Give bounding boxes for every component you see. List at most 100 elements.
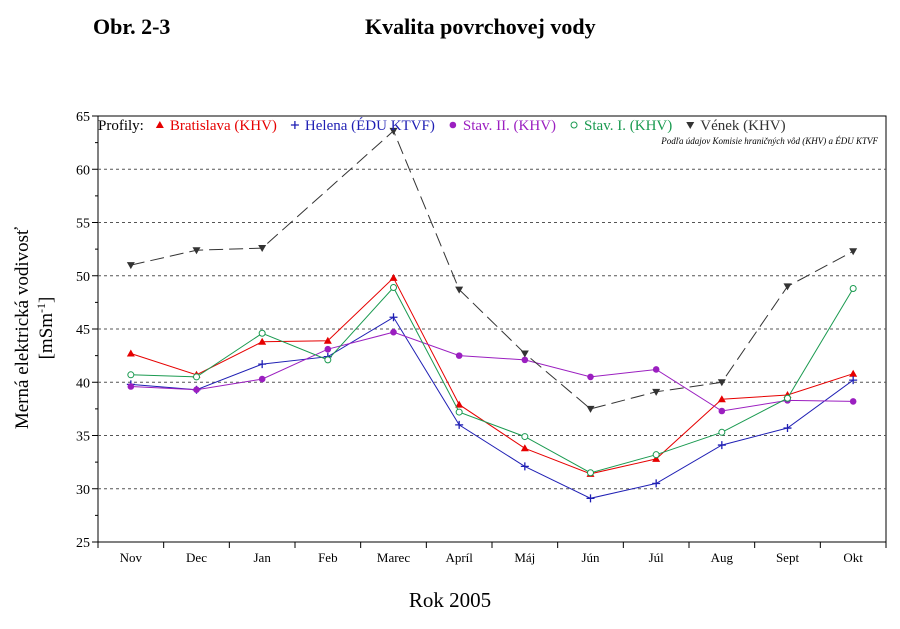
- series-5: [126, 127, 858, 413]
- y-tick-label: 45: [76, 323, 90, 338]
- x-tick-label: Marec: [377, 550, 410, 565]
- data-point: [717, 441, 726, 450]
- data-point: [126, 262, 135, 270]
- data-point: [455, 352, 463, 359]
- series-line: [130, 331, 854, 412]
- legend-label: Vének (KHV): [700, 118, 785, 134]
- data-point: [126, 349, 135, 357]
- data-point: [784, 394, 791, 402]
- data-point: [193, 386, 200, 394]
- data-point: [849, 398, 857, 405]
- legend-marker: [686, 122, 695, 129]
- data-point: [718, 407, 726, 415]
- data-point: [586, 405, 595, 413]
- x-tick-label: Apríl: [445, 550, 473, 565]
- y-axis-unit-exponent: -1: [34, 303, 48, 313]
- y-tick-label: 50: [76, 270, 90, 285]
- data-point: [849, 369, 858, 377]
- y-axis-unit: [mSm: [36, 313, 57, 360]
- data-point: [783, 283, 792, 291]
- legend-item: Bratislava (KHV): [155, 118, 277, 134]
- data-point: [718, 428, 726, 436]
- legend-label: Stav. II. (KHV): [463, 118, 556, 134]
- x-tick-label: Feb: [318, 550, 338, 565]
- data-point: [520, 462, 529, 471]
- data-point: [455, 286, 464, 294]
- data-point: [193, 373, 200, 381]
- x-tick-label: Sept: [776, 550, 800, 565]
- x-tick-label: Okt: [843, 550, 863, 565]
- x-tick-label: Dec: [186, 550, 207, 565]
- data-point: [455, 420, 464, 429]
- legend-marker: [155, 121, 164, 128]
- y-tick-label: 35: [76, 430, 90, 445]
- data-point: [717, 395, 726, 403]
- y-axis-unit-close: ]: [36, 297, 57, 303]
- data-point: [258, 360, 267, 369]
- plot-frame: [97, 115, 887, 543]
- x-tick-label: Jún: [581, 550, 600, 565]
- data-point: [389, 313, 398, 322]
- y-axis-label-line2: [mSm-1]: [34, 297, 57, 360]
- data-point: [324, 345, 332, 353]
- data-point: [587, 373, 594, 381]
- data-point: [717, 379, 726, 387]
- y-axis-label-line1: Merná elektrická vodivosť: [12, 227, 33, 429]
- data-point: [258, 375, 266, 383]
- data-point: [258, 329, 266, 337]
- data-point: [849, 376, 858, 385]
- data-point: [390, 328, 397, 336]
- source-note: Podľa údajov Komisie hraničných vôd (KHV…: [660, 136, 878, 146]
- x-tick-label: Jan: [253, 550, 271, 565]
- series-line: [130, 130, 854, 410]
- gridlines: [98, 168, 886, 490]
- legend-label: Bratislava (KHV): [170, 118, 277, 134]
- y-tick-label: 60: [76, 163, 90, 178]
- figure-label: Obr. 2-3: [93, 14, 171, 39]
- series-line: [130, 316, 854, 499]
- data-point: [324, 356, 332, 364]
- y-tick-label: 40: [76, 376, 90, 391]
- x-tick-label: Júl: [649, 550, 665, 565]
- data-point: [652, 454, 661, 462]
- series-2: [126, 313, 858, 503]
- series-4: [127, 283, 857, 477]
- data-point: [258, 245, 267, 253]
- data-point: [521, 356, 529, 364]
- legend-item: Helena (ÉDU KTVF): [290, 117, 435, 134]
- data-point: [127, 371, 135, 379]
- legend-marker: [449, 121, 457, 129]
- data-point: [520, 444, 529, 452]
- x-tick-label: Máj: [514, 550, 535, 565]
- series-3: [127, 328, 857, 415]
- y-axis-title: Merná elektrická vodivosť [mSm-1]: [12, 227, 57, 429]
- data-point: [783, 424, 792, 433]
- y-axis: 25 30 35 40 45 50 55 60 65: [76, 110, 98, 551]
- data-point: [849, 285, 857, 293]
- data-point: [258, 337, 267, 345]
- data-point: [323, 336, 332, 344]
- series-group: [126, 127, 858, 503]
- series-line: [130, 286, 854, 474]
- y-tick-label: 25: [76, 536, 90, 551]
- data-point: [520, 350, 529, 358]
- data-point: [192, 247, 201, 255]
- x-axis: Nov Dec Jan Feb Marec Apríl Máj Jún Júl Aug Sept Ok…: [97, 542, 887, 565]
- data-point: [652, 388, 661, 396]
- x-tick-label: Nov: [120, 550, 143, 565]
- legend-item: Stav. I. (KHV): [570, 118, 672, 134]
- data-point: [127, 383, 135, 390]
- data-point: [652, 366, 660, 373]
- legend-marker: [570, 121, 578, 129]
- legend-label: Helena (ÉDU KTVF): [305, 117, 435, 134]
- series-1: [126, 273, 858, 477]
- data-point: [521, 433, 529, 441]
- data-point: [455, 400, 464, 408]
- data-point: [389, 127, 398, 135]
- legend-label: Stav. I. (KHV): [584, 118, 672, 134]
- legend-item: Vének (KHV): [686, 118, 786, 134]
- series-line: [130, 277, 854, 475]
- data-point: [390, 283, 397, 291]
- chart-title: Kvalita povrchovej vody: [365, 14, 596, 39]
